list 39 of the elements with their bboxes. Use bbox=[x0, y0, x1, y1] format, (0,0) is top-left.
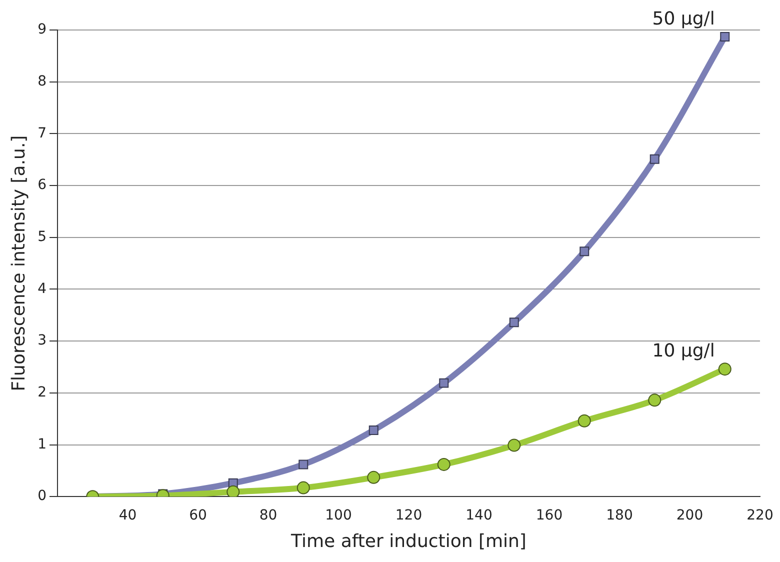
point bbox=[296, 481, 310, 494]
y-tick-label: 5 bbox=[38, 229, 47, 246]
point bbox=[580, 246, 590, 256]
point bbox=[508, 438, 521, 452]
point bbox=[367, 470, 380, 484]
y-axis-title: Fluorescence intensity [a.u.] bbox=[8, 135, 30, 392]
point bbox=[578, 414, 591, 428]
y-tick-label: 2 bbox=[38, 384, 47, 401]
point bbox=[509, 318, 519, 328]
x-tick-label: 200 bbox=[676, 508, 704, 524]
y-tick-label: 4 bbox=[38, 280, 47, 297]
point bbox=[648, 394, 662, 407]
x-tick-label: 80 bbox=[259, 508, 278, 524]
y-tick-label: 9 bbox=[38, 22, 47, 38]
point bbox=[439, 378, 449, 388]
series-label: 10 µg/l bbox=[652, 340, 715, 362]
y-tick-label: 3 bbox=[38, 332, 47, 349]
point bbox=[368, 425, 378, 435]
y-tick-label: 0 bbox=[38, 488, 47, 504]
point bbox=[650, 154, 660, 164]
point bbox=[437, 458, 450, 471]
series-label: 50 µg/l bbox=[652, 8, 715, 30]
x-tick-label: 120 bbox=[395, 508, 422, 524]
x-tick-label: 140 bbox=[466, 508, 492, 524]
point bbox=[718, 362, 732, 376]
x-tick-label: 160 bbox=[536, 508, 563, 524]
x-axis-title: Time after induction [min] bbox=[290, 530, 526, 552]
x-tick-label: 100 bbox=[325, 508, 352, 524]
point bbox=[298, 460, 308, 470]
y-tick-label: 6 bbox=[38, 177, 47, 194]
y-tick-label: 7 bbox=[38, 125, 47, 142]
y-tick-label: 8 bbox=[38, 73, 47, 90]
point bbox=[226, 485, 240, 497]
x-tick-label: 220 bbox=[746, 508, 774, 524]
y-tick-label: 1 bbox=[38, 436, 47, 452]
x-tick-label: 180 bbox=[606, 508, 633, 524]
point bbox=[720, 32, 730, 42]
x-tick-label: 60 bbox=[189, 508, 207, 524]
x-tick-label: 40 bbox=[118, 508, 137, 524]
